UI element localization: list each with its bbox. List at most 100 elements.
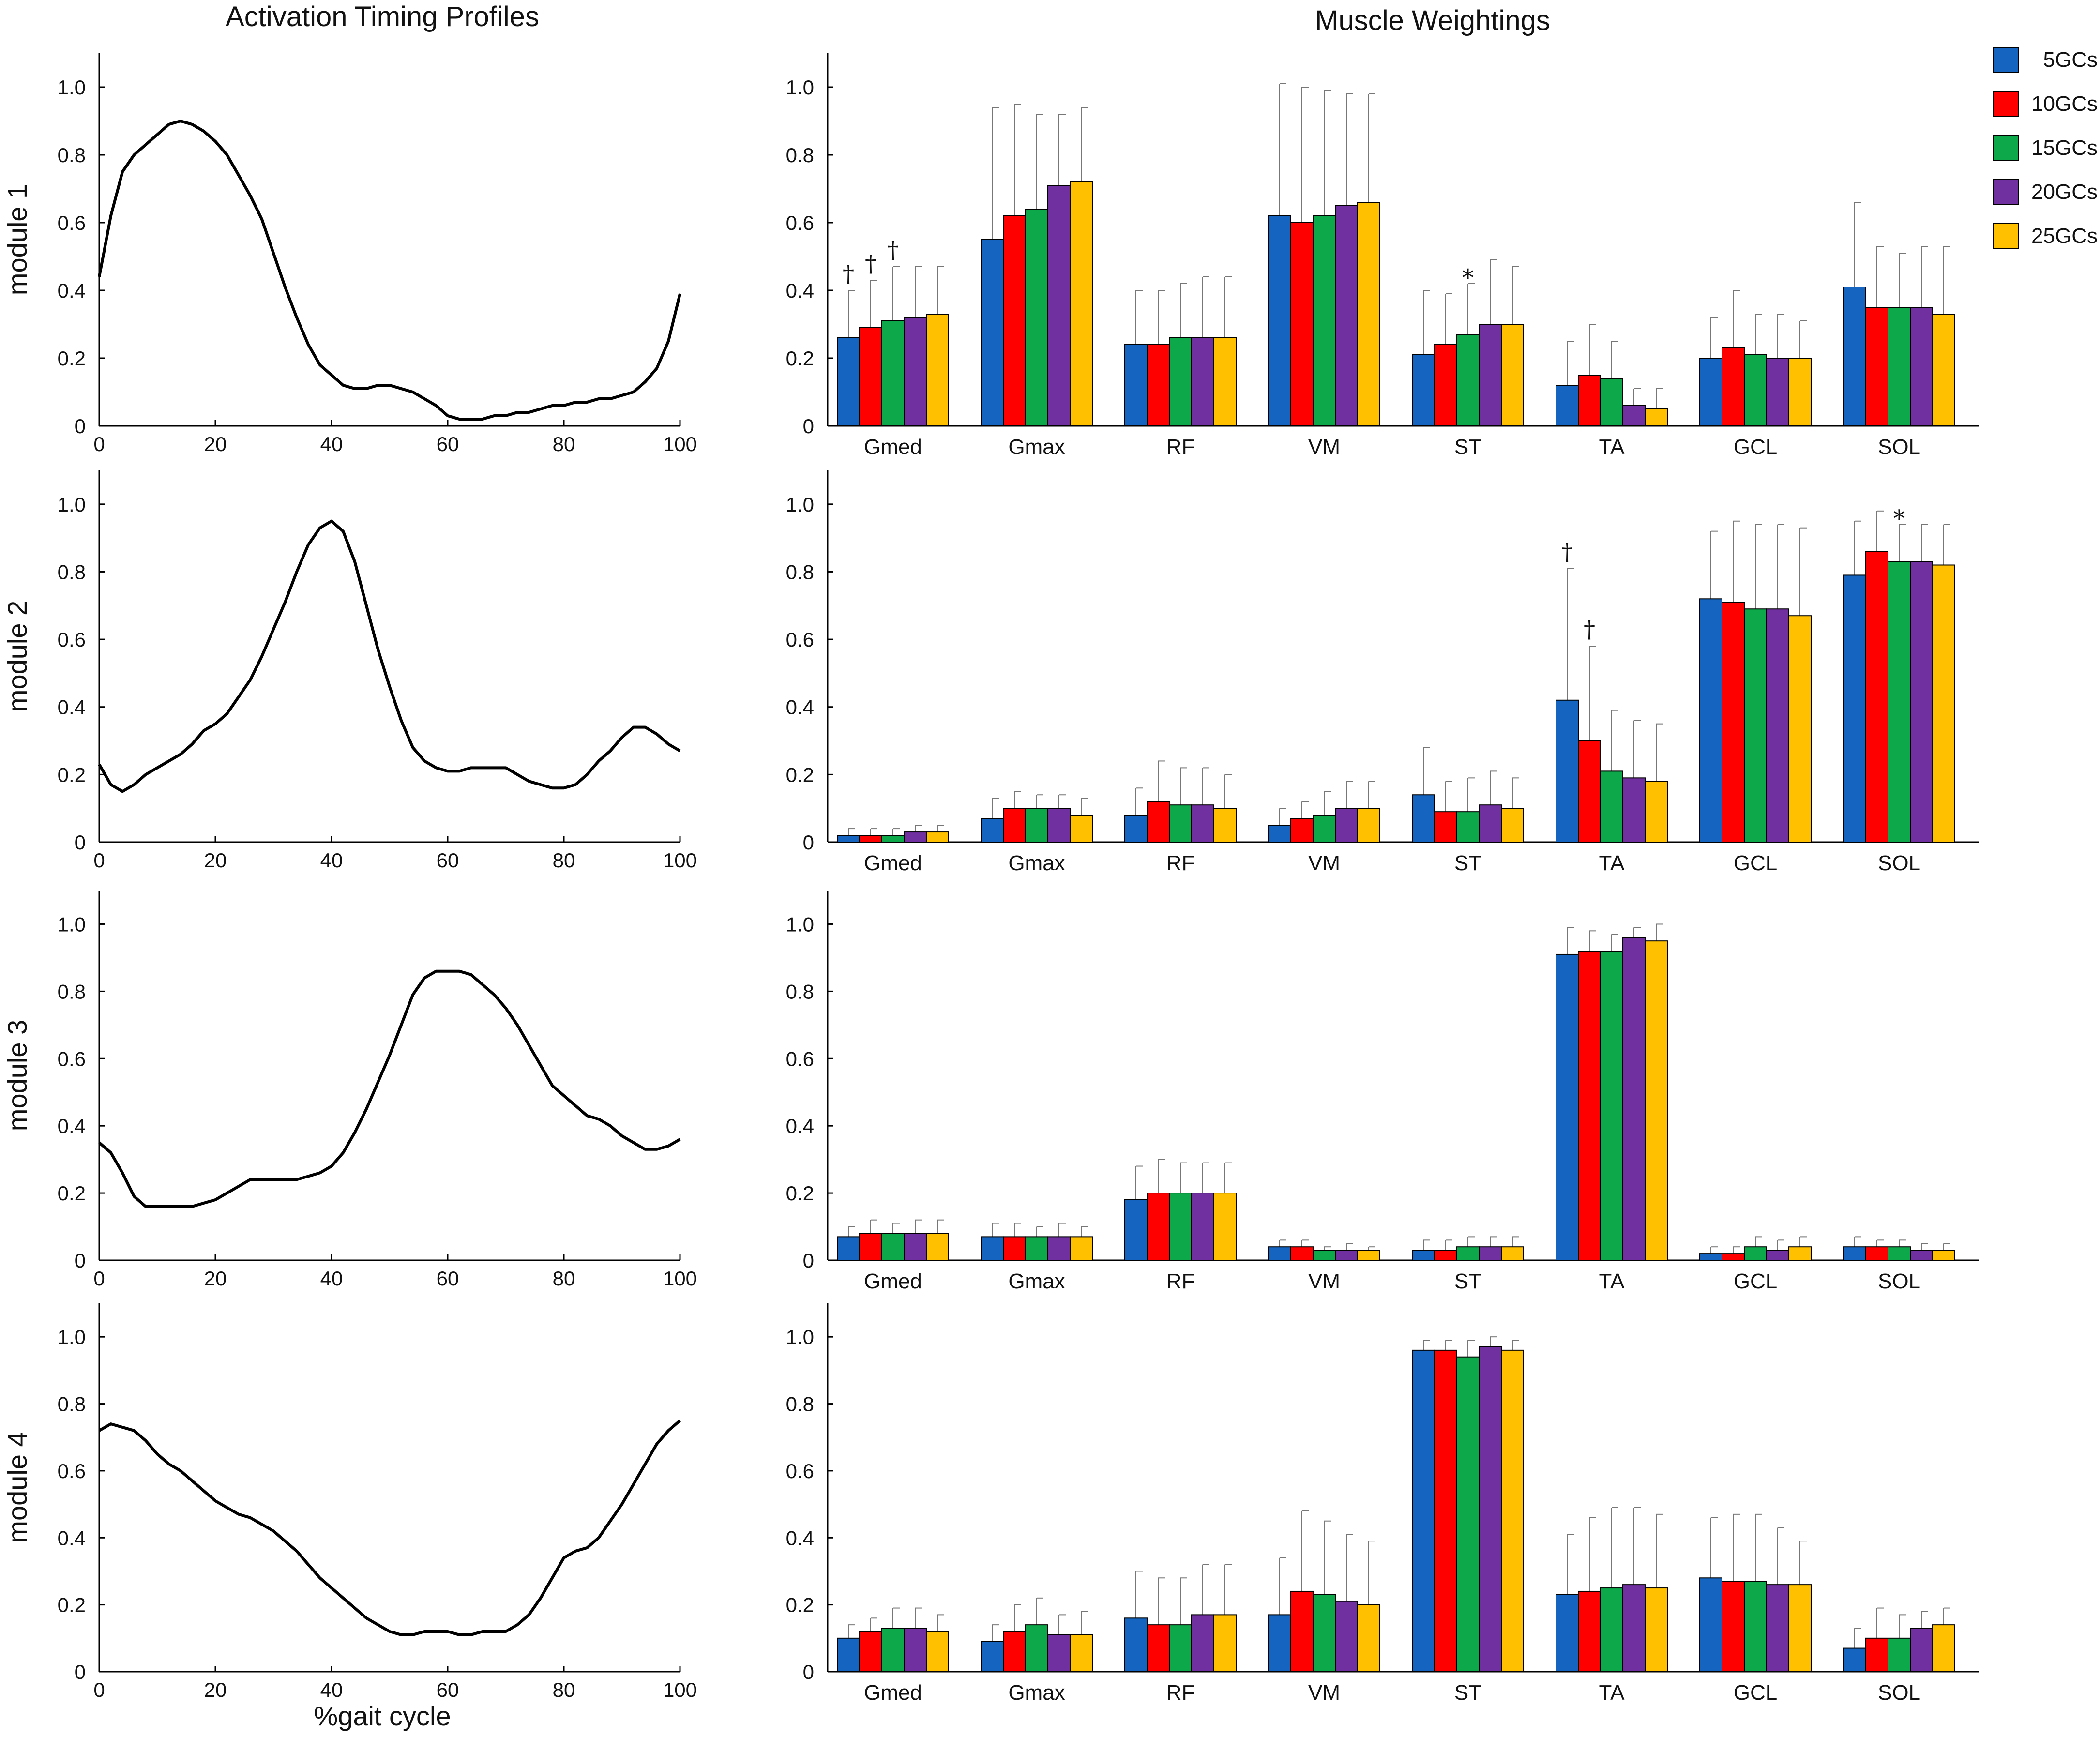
bar-20gcs — [904, 831, 927, 843]
bar-20gcs — [1910, 307, 1933, 426]
bar-25gcs — [1932, 314, 1955, 426]
bar-25gcs — [1070, 1236, 1093, 1261]
bar-5gcs — [1124, 1617, 1148, 1672]
bar-25gcs — [1213, 1193, 1237, 1261]
y-tick-label: 1.0 — [786, 76, 814, 99]
bar-20gcs — [1191, 1193, 1214, 1261]
bar-15gcs — [1169, 337, 1192, 426]
bar-25gcs — [926, 314, 949, 426]
y-tick-label: 0 — [803, 1249, 814, 1272]
bar-10gcs — [1147, 344, 1170, 426]
y-tick-label: 0.8 — [786, 144, 814, 166]
x-axis-label: %gait cycle — [314, 1701, 451, 1731]
y-tick-label: 1.0 — [58, 76, 86, 99]
bar-25gcs — [926, 1631, 949, 1673]
bar-20gcs — [1335, 808, 1358, 843]
bar-20gcs — [1479, 1246, 1502, 1261]
bar-20gcs — [1479, 324, 1502, 426]
bar-5gcs — [1699, 1577, 1722, 1673]
category-label: Gmed — [864, 1269, 922, 1293]
category-label: RF — [1166, 851, 1195, 875]
bar-15gcs — [1169, 804, 1192, 843]
bar-15gcs — [881, 320, 905, 426]
y-tick-label: 0.2 — [786, 1182, 814, 1205]
bar-5gcs — [1412, 354, 1435, 426]
bar-10gcs — [1434, 1250, 1457, 1261]
bar-5gcs — [837, 1236, 860, 1261]
bar-20gcs — [1047, 1236, 1071, 1261]
x-tick-label: 20 — [204, 433, 227, 455]
significance-mark: † — [1584, 616, 1595, 643]
bar-15gcs — [881, 1628, 905, 1673]
legend-label: 5GCs — [2043, 48, 2098, 72]
bar-15gcs — [1025, 808, 1048, 843]
category-label: Gmed — [864, 851, 922, 875]
y-tick-label: 0.6 — [786, 628, 814, 651]
bar-25gcs — [1501, 808, 1524, 843]
x-tick-label: 80 — [553, 1678, 575, 1701]
category-label: SOL — [1878, 1681, 1920, 1705]
bar-10gcs — [1865, 551, 1888, 843]
bar-5gcs — [1843, 287, 1866, 426]
bar-10gcs — [1147, 801, 1170, 843]
x-tick-label: 0 — [93, 1267, 105, 1290]
bar-20gcs — [1191, 337, 1214, 426]
bar-25gcs — [1357, 1250, 1380, 1261]
bar-20gcs — [904, 1628, 927, 1673]
y-tick-label: 0.4 — [786, 1115, 814, 1137]
x-tick-label: 60 — [437, 1267, 459, 1290]
bar-5gcs — [981, 818, 1004, 843]
bar-15gcs — [1456, 1246, 1480, 1261]
x-tick-label: 20 — [204, 1678, 227, 1701]
category-label: ST — [1454, 435, 1481, 459]
x-tick-label: 80 — [553, 433, 575, 455]
bar-25gcs — [1070, 181, 1093, 426]
category-label: VM — [1308, 851, 1340, 875]
legend-label: 15GCs — [2031, 136, 2098, 160]
bar-15gcs — [1169, 1624, 1192, 1673]
bar-10gcs — [1003, 1631, 1026, 1673]
bar-15gcs — [1313, 815, 1336, 843]
y-tick-label: 0.6 — [786, 1460, 814, 1482]
bar-25gcs — [1213, 337, 1237, 426]
bar-5gcs — [837, 835, 860, 843]
y-tick-label: 0.6 — [58, 628, 86, 651]
legend-swatch-10gcs — [1993, 91, 2019, 117]
bar-15gcs — [1744, 608, 1767, 843]
bar-10gcs — [1434, 344, 1457, 426]
category-label: Gmax — [1008, 1269, 1065, 1293]
y-tick-label: 0.4 — [58, 696, 86, 719]
bar-5gcs — [981, 1236, 1004, 1261]
significance-mark: † — [887, 237, 899, 264]
bar-25gcs — [1932, 564, 1955, 843]
x-tick-label: 100 — [663, 1678, 697, 1701]
bar-10gcs — [1003, 215, 1026, 426]
bar-5gcs — [1412, 794, 1435, 843]
legend-swatch-20gcs — [1993, 179, 2019, 205]
y-tick-label: 1.0 — [786, 493, 814, 516]
y-tick-label: 0 — [803, 1661, 814, 1683]
x-tick-label: 60 — [437, 1678, 459, 1701]
activation-line — [98, 120, 681, 421]
bar-15gcs — [1313, 1594, 1336, 1673]
bar-20gcs — [1910, 561, 1933, 843]
y-tick-label: 0.2 — [58, 1182, 86, 1205]
bar-10gcs — [1290, 1590, 1314, 1672]
bar-10gcs — [1290, 818, 1314, 843]
y-tick-label: 0 — [803, 415, 814, 438]
x-tick-label: 20 — [204, 849, 227, 872]
bar-panel-4: 0 0.2 0.4 0.6 0.8 1.0 Gmed Gmax RF VM ST TA GCL SOL — [786, 1303, 1979, 1705]
legend-swatch-5gcs — [1993, 47, 2019, 73]
y-tick-label: 0.2 — [58, 1594, 86, 1616]
bar-15gcs — [881, 835, 905, 843]
bar-5gcs — [1268, 215, 1291, 426]
bar-15gcs — [1600, 951, 1623, 1261]
bar-10gcs — [1147, 1193, 1170, 1261]
bar-25gcs — [1357, 202, 1380, 426]
y-tick-label: 0.8 — [786, 980, 814, 1003]
line-panel-4: 0 0.2 0.4 0.6 0.8 1.0 0 20 40 60 80 100 module 4 — [2, 1303, 697, 1701]
bar-25gcs — [1070, 815, 1093, 843]
x-tick-label: 20 — [204, 1267, 227, 1290]
panels: 0 0.2 0.4 0.6 0.8 1.0 0 20 40 60 80 100 module 1 0 0.2… — [2, 53, 1979, 1705]
y-tick-label: 0.8 — [58, 144, 86, 166]
